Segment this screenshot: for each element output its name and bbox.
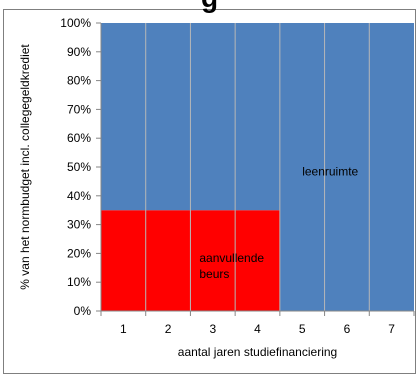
- x-tick-label: 1: [120, 322, 127, 336]
- chart-annotation-label: aanvullende: [199, 251, 264, 265]
- x-tick-label: 7: [388, 322, 395, 336]
- x-axis-title: aantal jaren studiefinanciering: [178, 345, 337, 359]
- bar-aanvullende-beurs-2: [145, 210, 191, 311]
- bar-aanvullende-beurs-3: [190, 210, 236, 311]
- chart-annotation-label: leenruimte: [302, 165, 358, 179]
- bar-leenruimte-5: [279, 23, 325, 311]
- y-tick-label: 70%: [67, 102, 91, 116]
- y-tick-label: 60%: [67, 131, 91, 145]
- bar-leenruimte-7: [369, 23, 414, 311]
- y-axis-title: % van het normbudget incl. collegegeldkr…: [18, 44, 32, 290]
- bar-leenruimte-2: [145, 23, 191, 211]
- y-tick-label: 100%: [60, 16, 91, 30]
- y-tick-label: 10%: [67, 275, 91, 289]
- y-tick-label: 50%: [67, 160, 91, 174]
- bar-leenruimte-3: [190, 23, 236, 211]
- x-tick-label: 6: [344, 322, 351, 336]
- chart-title-fragment: g: [0, 0, 419, 14]
- bar-leenruimte-6: [324, 23, 370, 311]
- chart-area-border: [3, 9, 416, 374]
- x-tick-label: 2: [165, 322, 172, 336]
- y-tick-label: 20%: [67, 246, 91, 260]
- bar-aanvullende-beurs-4: [235, 210, 280, 311]
- y-tick-label: 30%: [67, 218, 91, 232]
- bar-leenruimte-4: [235, 23, 280, 211]
- chart-annotation-label: beurs: [199, 267, 229, 281]
- y-tick-label: 40%: [67, 189, 91, 203]
- bar-aanvullende-beurs-1: [101, 210, 146, 311]
- y-tick-label: 0%: [74, 304, 92, 318]
- x-tick-label: 4: [254, 322, 261, 336]
- y-tick-label: 90%: [67, 45, 91, 59]
- x-tick-label: 5: [299, 322, 306, 336]
- y-tick-label: 80%: [67, 74, 91, 88]
- x-tick-label: 3: [209, 322, 216, 336]
- bar-leenruimte-1: [101, 23, 146, 211]
